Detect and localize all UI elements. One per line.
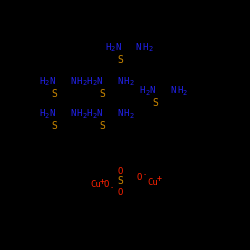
Text: S: S: [99, 88, 105, 99]
Text: S: S: [52, 88, 58, 99]
Text: 2: 2: [183, 90, 187, 96]
Text: N: N: [118, 109, 123, 118]
Text: 2: 2: [130, 80, 134, 86]
Text: N: N: [49, 109, 54, 118]
Text: -: -: [110, 184, 114, 190]
Text: N: N: [49, 76, 54, 86]
Text: S: S: [118, 55, 123, 65]
Text: H: H: [177, 86, 182, 95]
Text: +: +: [157, 174, 162, 183]
Text: N: N: [115, 43, 120, 52]
Text: Cu: Cu: [148, 178, 158, 186]
Text: H: H: [86, 109, 92, 118]
Text: 2: 2: [130, 113, 134, 119]
Text: 2: 2: [82, 80, 86, 86]
Text: 2: 2: [82, 113, 86, 119]
Text: N: N: [96, 109, 102, 118]
Text: Cu: Cu: [90, 180, 101, 190]
Text: N: N: [96, 76, 102, 86]
Text: S: S: [118, 176, 123, 186]
Text: O: O: [118, 167, 123, 176]
Text: H: H: [105, 43, 110, 52]
Text: S: S: [152, 98, 158, 108]
Text: N: N: [70, 76, 75, 86]
Text: N: N: [150, 86, 155, 95]
Text: H: H: [39, 109, 44, 118]
Text: O: O: [118, 188, 123, 197]
Text: N: N: [118, 76, 123, 86]
Text: 2: 2: [92, 113, 96, 119]
Text: 2: 2: [111, 46, 115, 52]
Text: S: S: [99, 121, 105, 131]
Text: N: N: [136, 43, 141, 52]
Text: 2: 2: [45, 113, 49, 119]
Text: H: H: [124, 76, 129, 86]
Text: S: S: [52, 121, 58, 131]
Text: -: -: [143, 172, 147, 177]
Text: H: H: [39, 76, 44, 86]
Text: N: N: [70, 109, 75, 118]
Text: H: H: [86, 76, 92, 86]
Text: H: H: [142, 43, 148, 52]
Text: H: H: [76, 109, 82, 118]
Text: H: H: [124, 109, 129, 118]
Text: O: O: [104, 180, 109, 190]
Text: 2: 2: [148, 46, 152, 52]
Text: O: O: [137, 173, 142, 182]
Text: H: H: [76, 76, 82, 86]
Text: 2: 2: [45, 80, 49, 86]
Text: 2: 2: [92, 80, 96, 86]
Text: 2: 2: [146, 90, 150, 96]
Text: +: +: [100, 177, 105, 186]
Text: N: N: [171, 86, 176, 95]
Text: H: H: [140, 86, 145, 95]
